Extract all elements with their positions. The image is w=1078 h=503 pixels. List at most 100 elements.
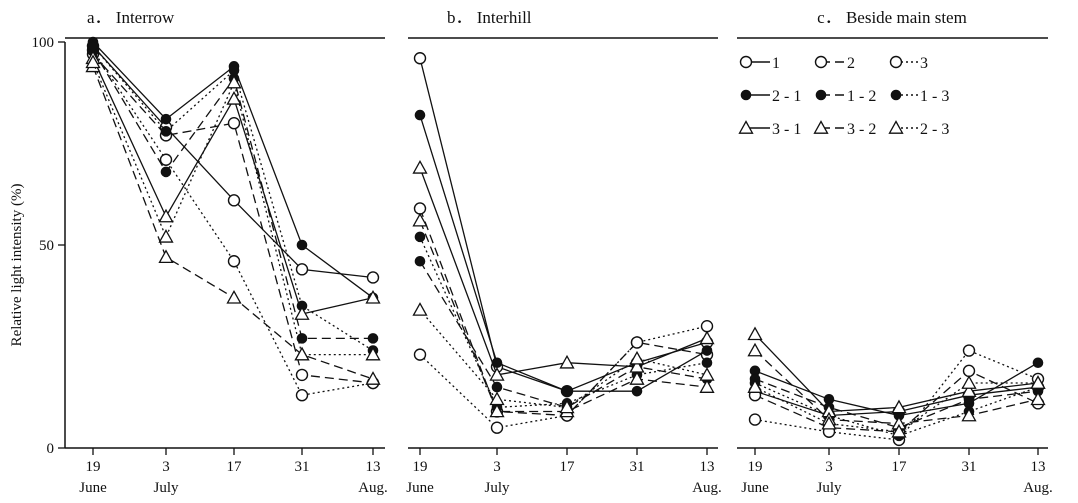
panel-c-x-tick-day-2: 17 <box>892 459 908 475</box>
panel-c-point-9-4 <box>1030 375 1046 389</box>
panel-b-point-5-1 <box>491 381 503 393</box>
panel-a-point-6-1 <box>160 126 172 137</box>
panel-c-x-tick-day-3: 31 <box>962 459 977 475</box>
panel-a-point-8-1 <box>158 249 174 264</box>
panel-c-point-3-0 <box>748 413 762 426</box>
legend-label-7: 3 - 1 <box>772 121 801 138</box>
panel-a-point-9-2 <box>226 74 242 89</box>
panel-c-series-line-2 <box>754 370 1039 433</box>
panel-b-point-3-0 <box>413 348 427 361</box>
panel-b-series-line-4 <box>419 114 708 392</box>
panel-a-x-tick-month-1: July <box>153 480 179 496</box>
panel-a-point-3-1 <box>159 153 173 166</box>
panel-b-x-tick-day-2: 17 <box>560 459 576 475</box>
y-tick-label-0: 0 <box>47 441 55 457</box>
panel-c-series-9 <box>747 375 1046 438</box>
panel-b-point-4-0 <box>414 109 426 121</box>
panel-a-point-4-1 <box>160 113 172 125</box>
panel-b-x-tick-day-0: 19 <box>413 459 428 475</box>
panel-b-point-7-1 <box>489 367 505 381</box>
legend-label-2: 2 <box>847 55 855 72</box>
legend-marker-6 <box>890 89 902 101</box>
panel-b-point-8-3 <box>629 371 645 385</box>
panel-c-point-7-0 <box>747 326 763 341</box>
panel-a-point-6-0 <box>87 40 99 52</box>
panel-b-series-line-6 <box>419 236 708 409</box>
panel-b-point-4-2 <box>561 385 573 397</box>
legend-label-9: 2 - 3 <box>920 121 949 138</box>
panel-b-point-9-2 <box>559 399 575 414</box>
panel-a-point-3-3 <box>295 389 309 402</box>
panel-b-x-tick-month-1: July <box>484 480 510 496</box>
panel-a-point-7-1 <box>158 208 174 223</box>
panel-b-point-9-4 <box>699 367 715 381</box>
panel-a-point-2-2 <box>227 116 241 130</box>
panel-b-series-line-3 <box>419 325 708 429</box>
panel-b-series-line-7 <box>419 167 708 376</box>
panel-b-point-8-1 <box>489 403 505 418</box>
panel-c-point-4-4 <box>1032 357 1044 369</box>
panel-b-point-8-4 <box>699 379 715 393</box>
legend-marker-2 <box>814 55 828 69</box>
panel-c-x-tick-month-4: Aug. <box>1023 480 1053 496</box>
panel-b-title: b． Interhill <box>447 8 532 27</box>
panel-b-series-4 <box>414 109 713 397</box>
legend-marker-1 <box>739 55 753 69</box>
panel-b-x-tick-month-4: Aug. <box>692 480 722 496</box>
panel-a-x-tick-day-0: 19 <box>86 459 101 475</box>
panel-a-point-8-4 <box>365 371 381 385</box>
panel-a-point-7-3 <box>294 306 310 320</box>
legend-label-4: 2 - 1 <box>772 88 801 105</box>
panel-c-x-tick-month-0: June <box>741 480 769 496</box>
panel-b-point-3-1 <box>490 421 504 434</box>
legend-marker-7 <box>738 120 754 134</box>
legend-label-5: 1 - 2 <box>847 88 876 105</box>
panel-c-point-9-0 <box>747 379 763 393</box>
legend-marker-5 <box>815 89 827 101</box>
panel-a-point-6-2 <box>228 65 240 76</box>
panel-b-point-8-0 <box>412 212 428 227</box>
panel-a-point-1-3 <box>295 263 309 276</box>
panel-a-series-7 <box>85 50 381 320</box>
panel-a-x-tick-day-1: 3 <box>162 459 170 475</box>
panel-b-point-4-3 <box>631 385 643 397</box>
panel-c-point-7-3 <box>961 383 977 398</box>
panel-a-point-9-1 <box>158 229 174 243</box>
panel-a-x-tick-month-4: Aug. <box>358 480 388 496</box>
panel-a-point-1-4 <box>366 271 380 284</box>
panel-b-point-5-0 <box>414 255 426 267</box>
legend-marker-4 <box>740 89 752 101</box>
panel-b-series-1 <box>413 52 714 398</box>
panel-c-x-tick-day-1: 3 <box>825 459 833 475</box>
panel-b-x-tick-day-4: 13 <box>700 459 715 475</box>
panel-a-series-8 <box>85 58 381 385</box>
panel-c-point-8-4 <box>1030 391 1046 406</box>
panel-c-x-tick-day-4: 13 <box>1031 459 1046 475</box>
panel-c-title: c． Beside main stem <box>817 8 967 27</box>
panel-c-x-tick-month-1: July <box>816 480 842 496</box>
panel-b-x-tick-day-1: 3 <box>493 459 501 475</box>
panel-a-point-7-2 <box>226 91 242 105</box>
panel-a-point-5-1 <box>160 166 172 178</box>
legend-label-8: 3 - 2 <box>847 121 876 138</box>
panel-a-point-9-0 <box>85 54 101 69</box>
legend-label-6: 1 - 3 <box>920 88 949 105</box>
panel-b-point-2-0 <box>413 202 427 215</box>
panel-a-point-4-3 <box>296 239 308 251</box>
y-tick-label-100: 100 <box>32 35 55 51</box>
panel-c-series-line-7 <box>754 333 1039 413</box>
legend-marker-8 <box>813 120 829 134</box>
panel-a-point-7-4 <box>365 289 381 304</box>
panel-c-x-tick-day-0: 19 <box>748 459 763 475</box>
panel-b-point-4-4 <box>701 345 713 356</box>
panel-b-x-tick-month-0: June <box>406 480 434 496</box>
legend <box>738 55 918 134</box>
panel-b-point-6-0 <box>414 231 426 243</box>
panel-b-point-7-2 <box>559 354 575 369</box>
panel-b-point-7-0 <box>412 160 428 174</box>
panel-a-series-line-6 <box>92 45 374 352</box>
panel-c-point-9-3 <box>961 375 977 389</box>
panel-b-series-6 <box>414 231 713 413</box>
panel-a-point-1-2 <box>227 194 241 207</box>
